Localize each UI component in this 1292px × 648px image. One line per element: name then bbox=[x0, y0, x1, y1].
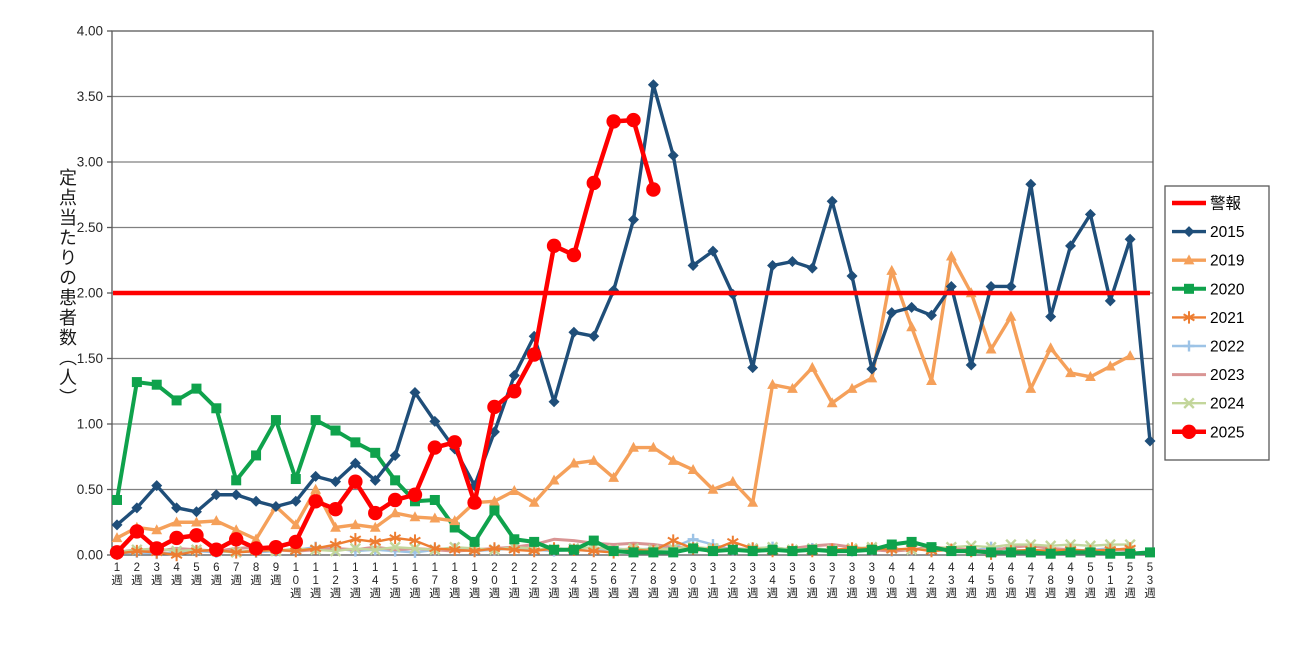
y-axis-tick-label: 2.50 bbox=[77, 220, 103, 235]
legend-item-2024: 2024 bbox=[1172, 396, 1245, 413]
legend-label: 警報 bbox=[1210, 195, 1242, 213]
legend-item-2020: 2020 bbox=[1172, 281, 1245, 298]
legend-item-2019: 2019 bbox=[1172, 253, 1244, 270]
series-markers-2025 bbox=[109, 112, 661, 560]
legend-label: 2025 bbox=[1210, 424, 1244, 441]
y-axis: 0.00 0.50 1.00 1.50 2.00 2.50 3.00 3.50 4.00 bbox=[77, 24, 112, 563]
legend-label: 2019 bbox=[1210, 253, 1244, 270]
y-axis-tick-label: 2.00 bbox=[77, 286, 103, 301]
series-markers-2015 bbox=[111, 79, 1156, 531]
y-axis-tick-label: 0.00 bbox=[77, 548, 103, 563]
series-line-2019 bbox=[115, 254, 1132, 541]
legend-item-2015: 2015 bbox=[1172, 224, 1244, 241]
legend-item-警報: 警報 bbox=[1172, 195, 1242, 213]
y-axis-tick-label: 4.00 bbox=[77, 24, 103, 39]
y-axis-tick-label: 1.50 bbox=[77, 351, 103, 366]
legend-item-2021: 2021 bbox=[1172, 310, 1244, 327]
x-axis: 1 週 2 週 3 週 4 週 5 週 6 週 7 週 8 週 9 週 1 0 週 1 1 週 1 2 週 1 3 週 1 4 週 1 5 週 1 6 週 1… bbox=[111, 562, 1156, 600]
series-2025 bbox=[109, 112, 661, 560]
legend: 警報 2015 2019 2020 2021 2022 2023 2024 2025 bbox=[1164, 185, 1270, 461]
series-2020 bbox=[112, 377, 1155, 559]
legend-label: 2021 bbox=[1210, 310, 1244, 327]
legend-label: 2024 bbox=[1210, 396, 1245, 413]
legend-label: 2023 bbox=[1210, 367, 1244, 384]
legend-item-2022: 2022 bbox=[1172, 339, 1244, 356]
y-axis-tick-label: 1.00 bbox=[77, 417, 103, 432]
legend-label: 2020 bbox=[1210, 281, 1245, 298]
y-axis-tick-label: 0.50 bbox=[77, 482, 103, 497]
legend-label: 2015 bbox=[1210, 224, 1244, 241]
y-axis-tick-label: 3.00 bbox=[77, 155, 103, 170]
legend-label: 2022 bbox=[1210, 339, 1244, 356]
legend-item-2025: 2025 bbox=[1172, 424, 1244, 441]
y-axis-title: 定点当たりの患者数（人） bbox=[57, 168, 77, 408]
series-line-2025 bbox=[114, 117, 656, 555]
series-2015 bbox=[111, 79, 1156, 531]
legend-item-2023: 2023 bbox=[1172, 367, 1244, 384]
y-axis-tick-label: 3.50 bbox=[77, 89, 103, 104]
